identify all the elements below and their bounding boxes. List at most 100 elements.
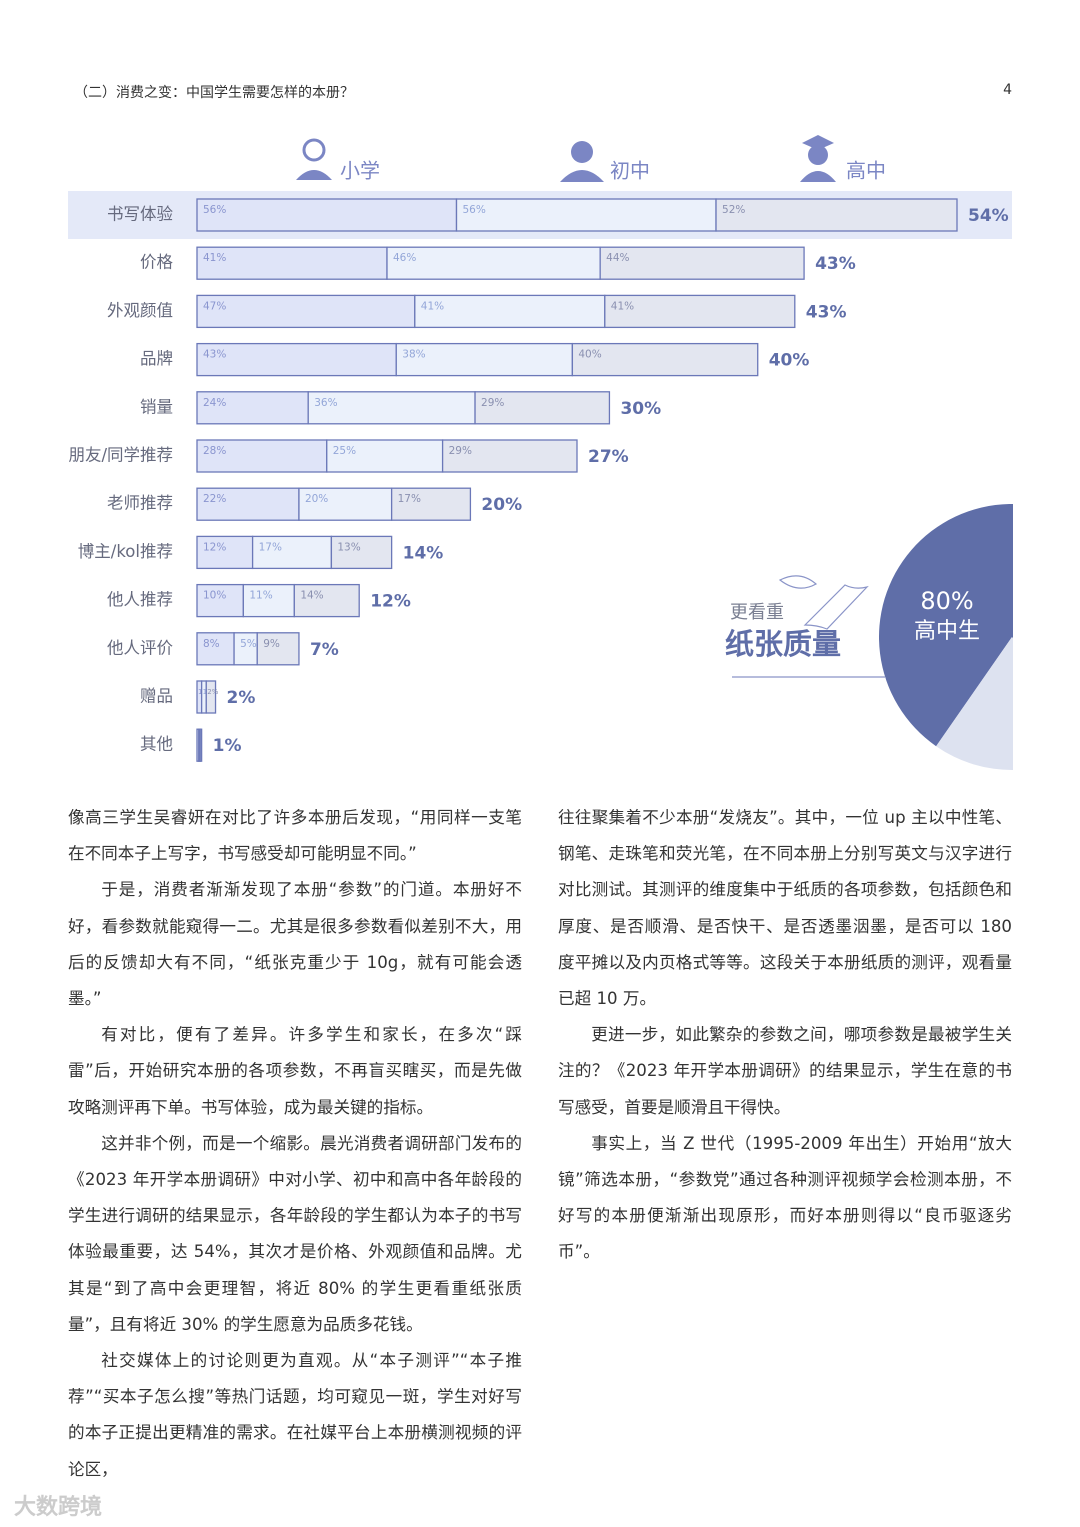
value-label: 28%: [203, 445, 226, 457]
total-label: 14%: [403, 543, 444, 563]
total-label: 30%: [620, 399, 661, 419]
text-column: 往往聚集着不少本册“发烧友”。其中，一位 up 主以中性笔、钢笔、走珠笔和荧光笔…: [558, 800, 1012, 1271]
bar-segment: [474, 391, 611, 425]
category-label: 他人评价: [107, 638, 173, 657]
bar-segment: [196, 391, 309, 425]
value-label: 17%: [259, 541, 282, 553]
value-label: 41%: [611, 300, 634, 312]
bar-segment: [196, 487, 300, 521]
category-label: 他人推荐: [107, 590, 173, 609]
value-label: 22%: [203, 493, 226, 505]
paragraph: 事实上，当 Z 世代（1995-2009 年出生）开始用“放大镜”筛选本册，“参…: [558, 1133, 1012, 1262]
value-label: 52%: [722, 204, 745, 216]
category-label: 外观颜值: [107, 301, 173, 320]
value-label: 10%: [203, 590, 226, 602]
bar-segment: [199, 728, 203, 762]
category-label: 其他: [140, 735, 173, 754]
value-label: 20%: [305, 493, 328, 505]
value-label: 40%: [578, 349, 601, 361]
bar-segment: [196, 632, 235, 666]
total-label: 54%: [968, 206, 1009, 226]
bar-segment: [715, 198, 958, 232]
paper-doodle: [732, 575, 885, 678]
value-label: 8%: [203, 638, 220, 650]
page-number: 4: [1003, 82, 1012, 98]
bar-segment: [326, 439, 444, 473]
text-column: 像高三学生吴睿妍在对比了许多本册后发现，“用同样一支笔在不同本子上写字，书写感受…: [68, 800, 522, 1488]
legend-label: 高中: [846, 159, 886, 183]
paragraph: 更进一步，如此繁杂的参数之间，哪项参数是最被学生关注的？《2023 年开学本册调…: [558, 1025, 1012, 1117]
bar-segment: [256, 632, 300, 666]
value-label: 38%: [402, 349, 425, 361]
value-label: 24%: [203, 397, 226, 409]
section-title: （二）消费之变：中国学生需要怎样的本册？: [74, 85, 354, 101]
category-label: 销量: [140, 397, 173, 416]
bar-segment: [298, 487, 393, 521]
value-label: 13%: [337, 541, 360, 553]
total-label: 7%: [310, 640, 339, 660]
paragraph: 往往聚集着不少本册“发烧友”。其中，一位 up 主以中性笔、钢笔、走珠笔和荧光笔…: [558, 808, 1012, 1009]
value-label: 47%: [203, 300, 226, 312]
paragraph: 这并非个例，而是一个缩影。晨光消费者调研部门发布的《2023 年开学本册调研》中…: [68, 1133, 522, 1334]
value-label: 44%: [606, 252, 629, 264]
bar-segment: [251, 535, 333, 570]
pie-label: 高中生: [914, 619, 980, 644]
bar-segment: [196, 294, 416, 329]
category-label: 价格: [140, 253, 174, 272]
bar-segment: [395, 342, 574, 377]
value-label: 25%: [333, 445, 356, 457]
value-label: 56%: [463, 204, 486, 216]
value-label: 29%: [481, 397, 504, 409]
total-label: 27%: [588, 447, 629, 467]
total-label: 2%: [227, 688, 256, 708]
value-label: 56%: [203, 204, 226, 216]
annotation-emphasis: 纸张质量: [725, 627, 841, 661]
bar-segment: [330, 535, 393, 570]
pie-value-label: 80%: [920, 587, 973, 615]
annotation: 更看重: [730, 602, 784, 623]
bar-segment: [307, 391, 476, 425]
value-label: 12%: [203, 541, 226, 553]
total-label: 1%: [213, 736, 242, 756]
bar-segment: [455, 198, 717, 232]
category-label: 书写体验: [107, 205, 174, 224]
total-label: 40%: [769, 351, 810, 371]
bar-segment: [196, 535, 254, 570]
legend-label: 初中: [610, 159, 650, 183]
value-label: 17%: [398, 493, 421, 505]
value-label: 9%: [263, 638, 280, 650]
pie: [879, 504, 1013, 770]
paragraph: 社交媒体上的讨论则更为直观。从“本子测评”“本子推荐”“买本子怎么搜”等热门话题…: [68, 1351, 522, 1479]
bar-segment: [205, 680, 217, 714]
total-label: 43%: [806, 302, 847, 322]
bar-segment: [293, 583, 360, 618]
bar-segment: [196, 583, 244, 618]
total-label: 43%: [815, 254, 856, 274]
value-label: 2%: [207, 688, 218, 696]
value-label: 29%: [449, 445, 472, 457]
value-label: 36%: [314, 397, 337, 409]
bar-segment: [200, 680, 207, 714]
bar-segment: [390, 487, 472, 521]
category-label: 赠品: [140, 687, 173, 706]
value-label: 41%: [203, 252, 226, 264]
icons: [296, 135, 836, 182]
total-label: 12%: [370, 592, 411, 612]
value-label: 14%: [300, 590, 323, 602]
bar-segment: [599, 246, 805, 280]
category-label: 朋友/同学推荐: [68, 446, 173, 465]
bar-segment: [441, 439, 578, 473]
paragraph: 于是，消费者渐渐发现了本册“参数”的门道。本册好不好，看参数就能窥得一二。尤其是…: [68, 880, 522, 1009]
bar-segment: [571, 342, 759, 377]
category-label: 品牌: [140, 349, 173, 368]
value-label: 11%: [249, 590, 272, 602]
value-label: 43%: [203, 349, 226, 361]
bar-segment: [196, 439, 328, 473]
watermark: 大数跨境: [14, 1495, 103, 1520]
bar-segment: [604, 294, 796, 329]
category-label: 老师推荐: [107, 494, 173, 513]
value-label: 5%: [240, 638, 257, 650]
total-label: 20%: [481, 495, 522, 515]
